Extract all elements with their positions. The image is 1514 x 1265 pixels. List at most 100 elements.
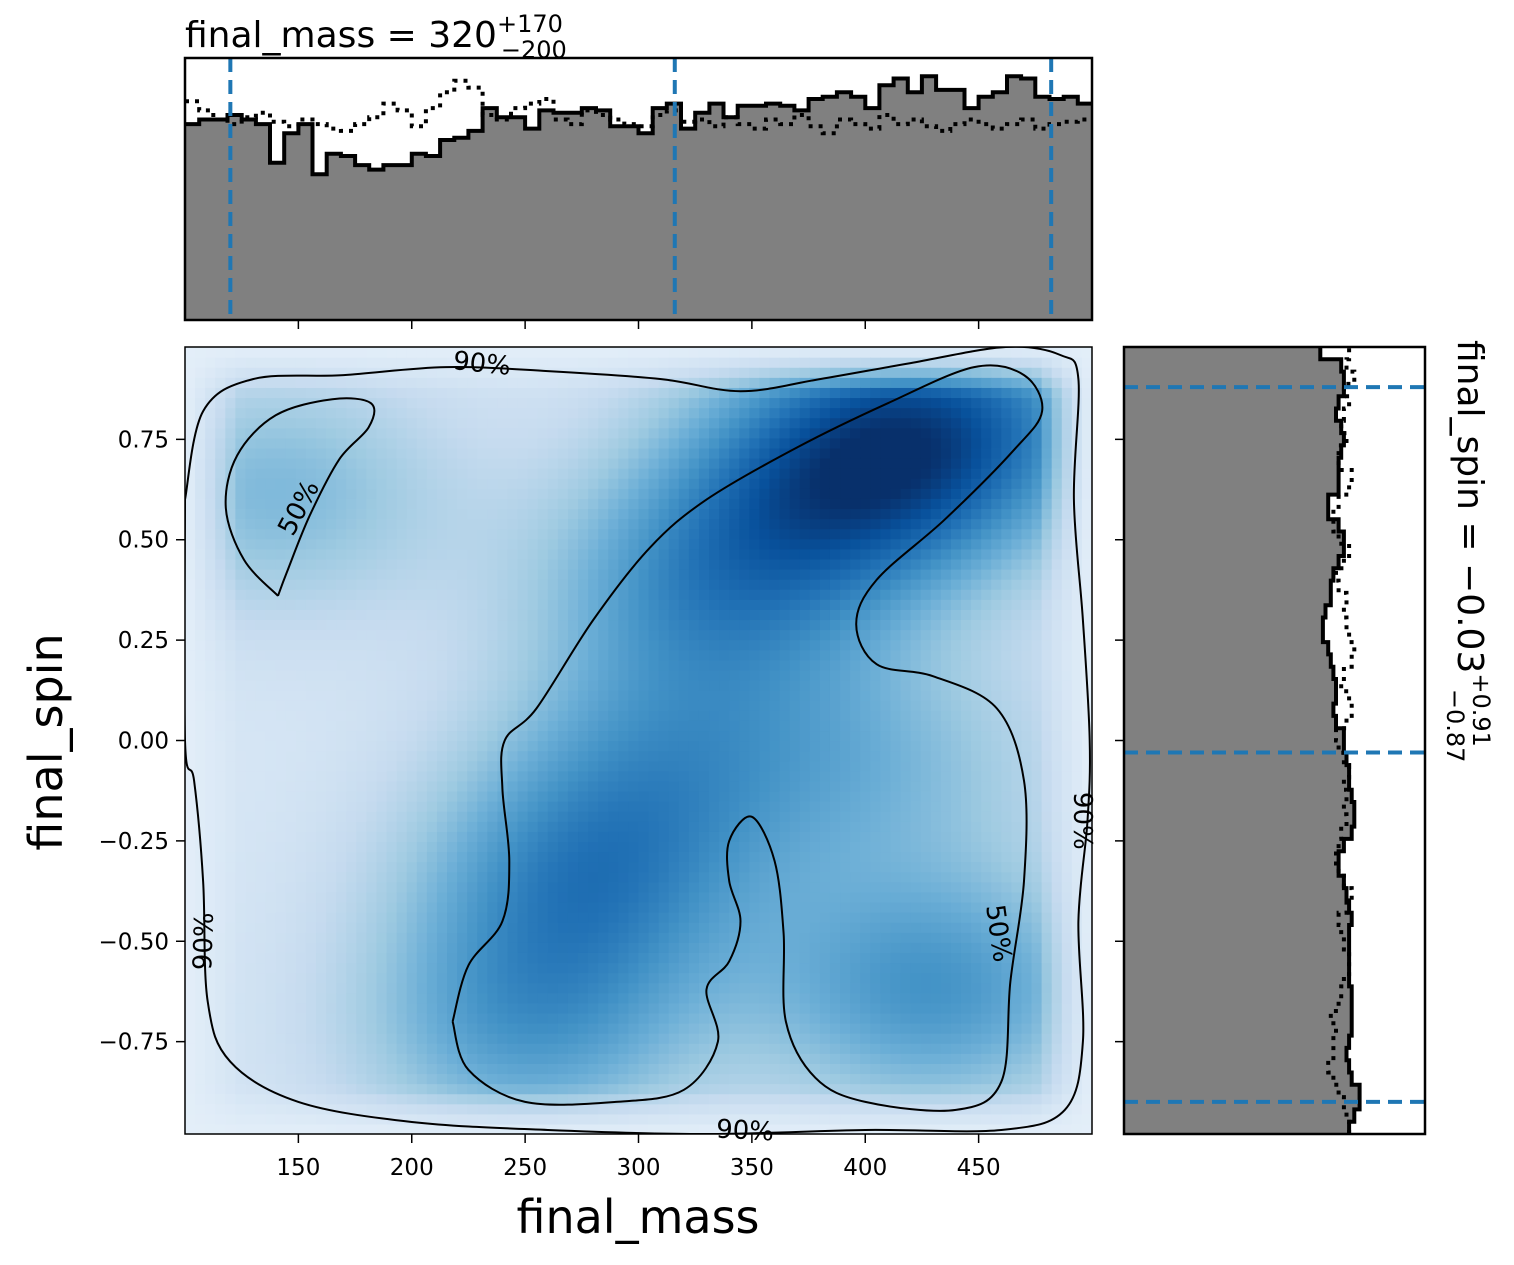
density-cell [779, 821, 791, 832]
density-cell [547, 1012, 559, 1024]
density-cell [255, 407, 267, 419]
density-cell [658, 1063, 670, 1075]
density-cell [588, 599, 599, 610]
density-cell [809, 558, 821, 570]
density-cell [588, 1023, 599, 1034]
density-cell [406, 992, 418, 1004]
density-cell [537, 609, 549, 621]
density-cell [447, 1002, 458, 1014]
density-cell [789, 528, 801, 540]
density-cell [346, 841, 357, 853]
density-cell [567, 357, 579, 368]
density-cell [668, 1033, 680, 1044]
density-cell [477, 357, 488, 368]
density-cell [567, 881, 579, 893]
density-cell [648, 700, 660, 711]
density-cell [205, 417, 216, 429]
density-cell [447, 1063, 458, 1075]
density-cell [406, 901, 418, 913]
density-cell [809, 760, 821, 772]
density-cell [305, 750, 317, 762]
density-cell [195, 992, 206, 1004]
density-cell [809, 1043, 821, 1054]
density-cell [195, 508, 206, 520]
density-cell [245, 639, 257, 651]
density-cell [668, 457, 680, 469]
density-cell [477, 962, 488, 974]
density-cell [225, 790, 236, 802]
density-cell [578, 1083, 589, 1095]
density-cell [678, 447, 690, 459]
density-cell [376, 498, 388, 510]
density-cell [749, 568, 761, 580]
density-cell [789, 760, 801, 772]
density-cell [799, 851, 811, 863]
density-cell [215, 861, 226, 873]
density-cell [497, 407, 509, 419]
density-cell [326, 1083, 337, 1095]
density-cell [789, 508, 801, 520]
density-cell [467, 367, 478, 378]
density-cell [426, 579, 438, 590]
density-cell [346, 659, 357, 671]
density-cell [215, 922, 226, 933]
density-cell [265, 558, 277, 570]
density-cell [678, 811, 690, 822]
density-cell [618, 347, 630, 358]
density-cell [235, 457, 247, 469]
density-cell [789, 1063, 801, 1075]
density-cell [608, 841, 619, 853]
density-cell [477, 649, 488, 661]
density-cell [517, 942, 529, 953]
density-cell [275, 861, 287, 873]
density-cell [547, 437, 559, 449]
density-cell [709, 357, 720, 368]
density-cell [547, 397, 559, 409]
density-cell [215, 629, 226, 641]
density-cell [739, 1043, 750, 1054]
density-cell [789, 659, 801, 671]
density-cell [719, 760, 730, 772]
density-cell [497, 568, 509, 580]
density-cell [255, 377, 267, 388]
density-cell [225, 1123, 236, 1134]
density-cell [426, 982, 438, 994]
density-cell [688, 690, 700, 701]
density-cell [668, 851, 680, 863]
density-cell [588, 518, 599, 530]
density-cell [527, 447, 539, 459]
density-cell [235, 357, 247, 368]
density-cell [366, 347, 378, 358]
density-cell [386, 568, 398, 580]
density-cell [436, 1103, 448, 1115]
density-cell [638, 619, 650, 631]
density-cell [386, 1033, 398, 1044]
density-cell [638, 468, 650, 479]
density-cell [195, 1093, 206, 1105]
density-cell [557, 589, 569, 600]
density-cell [265, 861, 277, 873]
density-cell [477, 821, 488, 832]
density-cell [618, 841, 630, 853]
density-cell [638, 609, 650, 621]
density-cell [225, 478, 236, 489]
density-cell [709, 387, 720, 399]
density-cell [668, 1043, 680, 1054]
density-cell [749, 821, 761, 832]
density-cell [557, 1103, 569, 1115]
density-cell [215, 457, 226, 469]
density-cell [638, 962, 650, 974]
density-cell [346, 579, 357, 590]
density-cell [537, 942, 549, 953]
density-cell [709, 508, 720, 520]
density-cell [729, 871, 740, 883]
density-cell [709, 992, 720, 1004]
density-cell [799, 1033, 811, 1044]
density-cell [557, 710, 569, 721]
density-cell [436, 568, 448, 580]
density-cell [739, 912, 750, 923]
density-cell [507, 1033, 519, 1044]
density-cell [457, 619, 468, 631]
density-cell [578, 912, 589, 923]
density-cell [487, 770, 499, 782]
